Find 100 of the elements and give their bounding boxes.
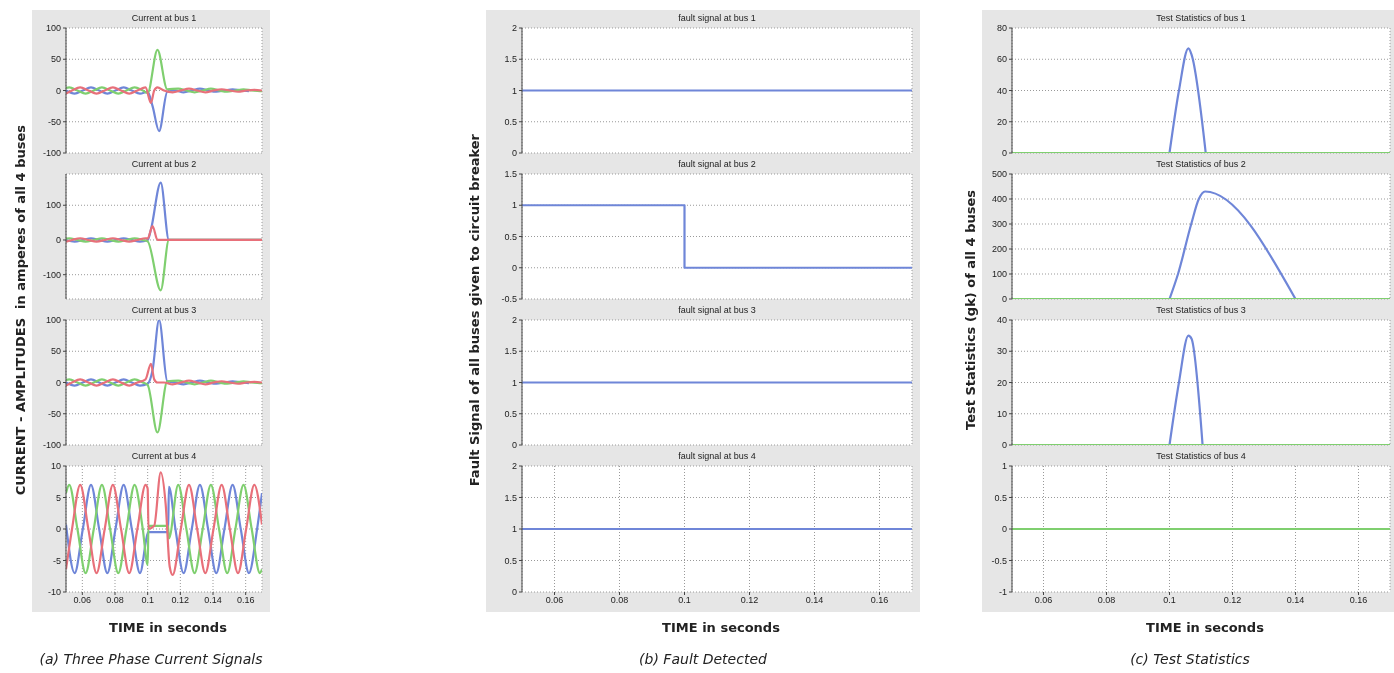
y-tick-label: 1.5 <box>504 492 517 503</box>
y-tick-label: 50 <box>50 346 61 357</box>
y-tick-label: 2 <box>511 23 517 34</box>
y-tick-label: 0.5 <box>504 231 517 242</box>
y-tick-label: 0 <box>1001 440 1007 451</box>
y-tick-label: 40 <box>996 315 1007 326</box>
y-tick-label: 0.5 <box>994 492 1007 503</box>
y-tick-label: 0.5 <box>504 408 517 419</box>
x-tick-label: 0.1 <box>141 595 154 606</box>
x-axis-title: TIME in seconds <box>661 620 781 635</box>
y-tick-label: -100 <box>42 148 61 159</box>
y-tick-label: 100 <box>45 200 61 211</box>
line-series <box>66 86 251 133</box>
chart-title: Test Statistics of bus 4 <box>1155 450 1247 463</box>
y-tick-label: 0 <box>55 524 61 535</box>
y-tick-label: 0 <box>55 85 61 96</box>
y-tick-label: -0.5 <box>501 294 517 305</box>
y-tick-label: 0 <box>1001 524 1007 535</box>
line-series <box>66 362 262 387</box>
chart-title: Current at bus 4 <box>130 450 198 463</box>
line-series <box>66 378 262 434</box>
y-tick-label: 1.5 <box>504 54 517 65</box>
y-tick-label: 200 <box>991 244 1007 255</box>
x-tick-label: 0.14 <box>204 595 222 606</box>
y-tick-label: 500 <box>991 169 1007 180</box>
y-tick-label: 1 <box>511 524 517 535</box>
x-tick-label: 0.12 <box>171 595 190 606</box>
x-tick-label: 0.12 <box>740 595 759 606</box>
y-tick-label: -1 <box>998 587 1007 598</box>
y-tick-label: 10 <box>50 461 61 472</box>
line-series <box>1168 47 1207 153</box>
chart-title: Current at bus 2 <box>130 158 198 171</box>
y-tick-label: -5 <box>52 555 61 566</box>
y-tick-label: 100 <box>45 23 61 34</box>
chart-title: fault signal at bus 4 <box>677 450 757 463</box>
y-tick-label: 0 <box>511 440 517 451</box>
y-tick-label: -50 <box>47 408 61 419</box>
line-series <box>66 320 251 387</box>
chart-title: Current at bus 1 <box>130 12 198 25</box>
y-tick-label: 40 <box>996 85 1007 96</box>
x-tick-label: 0.08 <box>106 595 124 606</box>
y-tick-label: 0 <box>511 148 517 159</box>
y-tick-label: 0 <box>55 235 61 246</box>
y-tick-label: 300 <box>991 219 1007 230</box>
y-tick-label: 0.5 <box>504 555 517 566</box>
x-tick-label: 0.16 <box>236 595 255 606</box>
x-tick-label: 0.06 <box>545 595 564 606</box>
y-tick-label: 20 <box>996 377 1007 388</box>
line-series <box>1168 334 1204 445</box>
y-tick-label: 100 <box>991 269 1007 280</box>
text: (b) Fault Detected <box>638 651 768 667</box>
chart-title: Current at bus 3 <box>130 304 198 317</box>
x-tick-label: 0.1 <box>1163 595 1176 606</box>
x-tick-label: 0.16 <box>870 595 889 606</box>
y-axis-title: CURRENT - AMPLITUDES in amperes of all 4 buses <box>12 124 28 496</box>
y-tick-label: 1 <box>1001 461 1007 472</box>
y-tick-label: 2 <box>511 315 517 326</box>
y-tick-label: 50 <box>50 54 61 65</box>
y-tick-label: 1 <box>511 200 517 211</box>
line-series <box>66 86 262 105</box>
y-tick-label: 400 <box>991 194 1007 205</box>
x-tick-label: 0.12 <box>1223 595 1242 606</box>
x-tick-label: 0.1 <box>678 595 691 606</box>
y-tick-label: 80 <box>996 23 1007 34</box>
y-axis-title: Fault Signal of all buses given to circuit breaker <box>466 133 482 487</box>
y-tick-label: 0 <box>1001 148 1007 159</box>
line-series <box>1168 190 1297 299</box>
chart-title: fault signal at bus 1 <box>677 12 757 25</box>
y-tick-label: 1 <box>511 377 517 388</box>
line-series <box>66 224 262 243</box>
chart-title: Test Statistics of bus 2 <box>1155 158 1247 171</box>
chart-title: Test Statistics of bus 3 <box>1155 304 1247 317</box>
y-tick-label: 0 <box>1001 294 1007 305</box>
x-tick-label: 0.16 <box>1349 595 1368 606</box>
x-tick-label: 0.06 <box>73 595 92 606</box>
y-tick-label: 1.5 <box>504 346 517 357</box>
x-tick-label: 0.08 <box>1097 595 1116 606</box>
y-tick-label: 100 <box>45 315 61 326</box>
chart-title: Test Statistics of bus 1 <box>1155 12 1247 25</box>
y-axis-title: Test Statistics (gk) of all 4 buses <box>962 190 978 430</box>
y-tick-label: -10 <box>47 587 61 598</box>
text: (a) Three Phase Current Signals <box>38 651 264 667</box>
y-tick-label: 30 <box>996 346 1007 357</box>
y-tick-label: 2 <box>511 461 517 472</box>
y-tick-label: 0.5 <box>504 116 517 127</box>
y-tick-label: 0 <box>55 377 61 388</box>
y-tick-label: -50 <box>47 116 61 127</box>
y-tick-label: -0.5 <box>991 555 1007 566</box>
text: (c) Test Statistics <box>1129 651 1251 667</box>
x-axis-title: TIME in seconds <box>1145 620 1265 635</box>
x-tick-label: 0.14 <box>1286 595 1305 606</box>
x-tick-label: 0.14 <box>805 595 824 606</box>
y-tick-label: 5 <box>55 492 61 503</box>
x-axis-title: TIME in seconds <box>108 620 228 635</box>
y-tick-label: 10 <box>996 408 1007 419</box>
y-tick-label: 0 <box>511 262 517 273</box>
y-tick-label: 1 <box>511 85 517 96</box>
y-tick-label: 1.5 <box>504 169 517 180</box>
line-series <box>66 48 262 95</box>
y-tick-label: -100 <box>42 269 61 280</box>
